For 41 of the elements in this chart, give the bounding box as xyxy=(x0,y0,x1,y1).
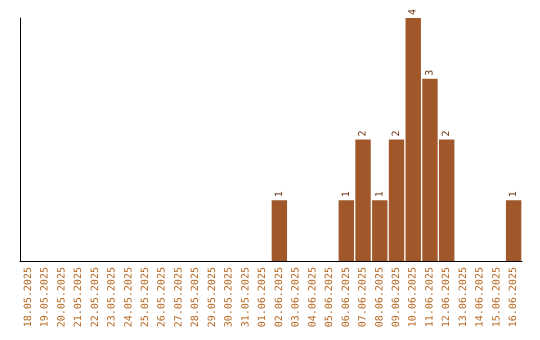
data-label: 1 xyxy=(374,191,386,198)
x-tick-label: 04.06.2025 xyxy=(307,267,318,328)
x-tick-label: 09.06.2025 xyxy=(391,267,402,328)
x-tick-label: 05.06.2025 xyxy=(324,267,336,328)
x-tick-label: 12.06.2025 xyxy=(441,267,452,328)
x-tick-label: 14.06.2025 xyxy=(474,267,486,328)
x-tick-label: 24.05.2025 xyxy=(123,267,134,328)
data-label: 4 xyxy=(408,8,419,15)
bar xyxy=(506,200,522,261)
data-label: 2 xyxy=(441,130,452,136)
bar xyxy=(272,200,288,261)
x-tick-label: 15.06.2025 xyxy=(491,267,502,328)
x-tick-label: 18.05.2025 xyxy=(22,267,34,328)
x-tick-label: 28.05.2025 xyxy=(190,267,202,328)
data-label: 1 xyxy=(274,191,285,198)
x-tick-label: 21.05.2025 xyxy=(73,267,84,328)
data-label: 3 xyxy=(424,70,436,76)
x-tick-label: 01.06.2025 xyxy=(257,267,268,328)
data-label: 1 xyxy=(340,191,352,198)
x-tick-label: 30.05.2025 xyxy=(224,267,235,328)
x-tick-label: 08.06.2025 xyxy=(374,267,386,328)
x-tick-label: 31.05.2025 xyxy=(240,267,252,328)
x-tick-label: 23.05.2025 xyxy=(106,267,118,328)
x-tick-label: 16.06.2025 xyxy=(508,267,520,328)
x-tick-label: 03.06.2025 xyxy=(290,267,302,328)
x-tick-label: 29.05.2025 xyxy=(206,267,218,328)
x-tick-label: 26.05.2025 xyxy=(156,267,168,328)
x-tick-label: 19.05.2025 xyxy=(40,267,51,328)
x-tick-label: 06.06.2025 xyxy=(340,267,352,328)
x-tick-label: 07.06.2025 xyxy=(358,267,369,328)
x-tick-label: 13.06.2025 xyxy=(458,267,469,328)
x-tick-label: 22.05.2025 xyxy=(90,267,101,328)
data-label: 2 xyxy=(391,130,402,136)
x-tick-label: 11.06.2025 xyxy=(424,267,436,328)
data-label: 1 xyxy=(508,191,520,198)
x-tick-label: 20.05.2025 xyxy=(56,267,68,328)
x-tick-label: 10.06.2025 xyxy=(408,267,419,328)
x-tick-label: 25.05.2025 xyxy=(140,267,151,328)
x-tick-label: 02.06.2025 xyxy=(274,267,285,328)
data-label: 2 xyxy=(358,130,369,136)
x-tick-label: 27.05.2025 xyxy=(173,267,184,328)
